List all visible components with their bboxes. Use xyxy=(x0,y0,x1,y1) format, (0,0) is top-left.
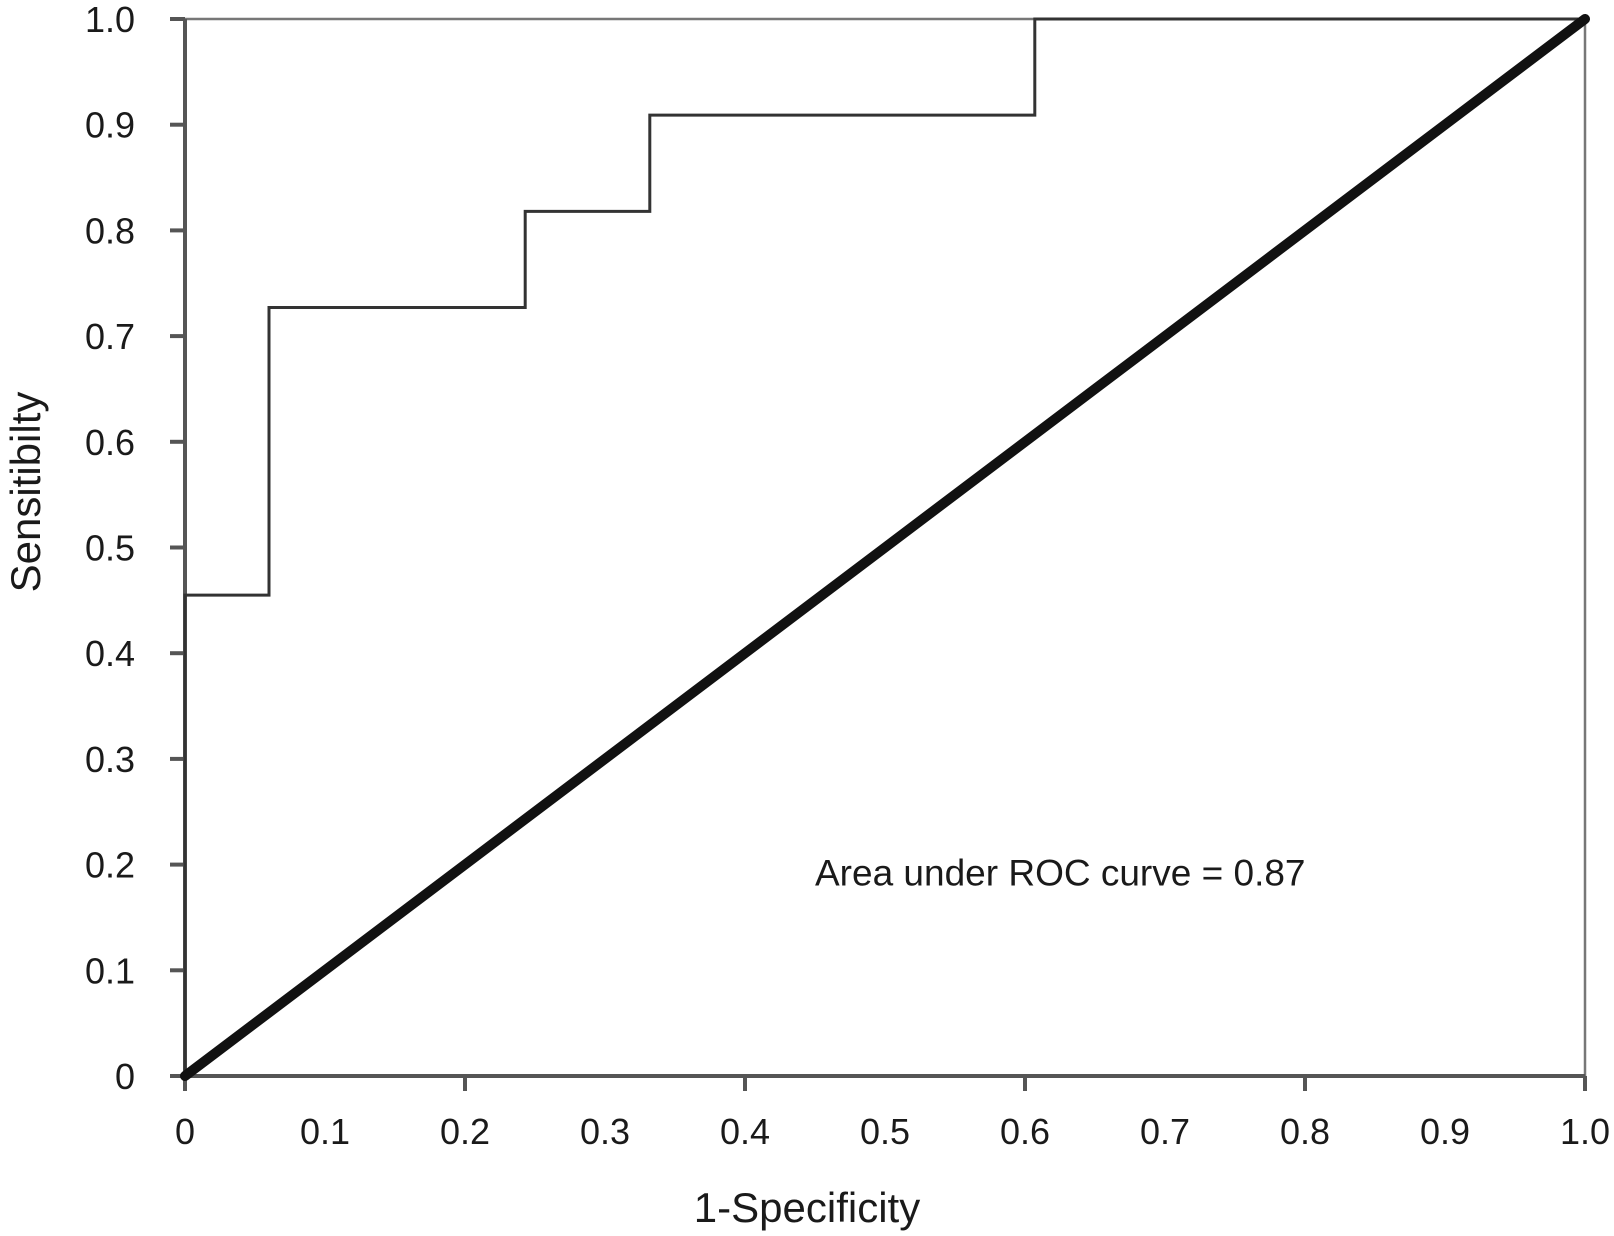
y-tick-label: 0.8 xyxy=(85,210,135,251)
x-tick-label: 0.9 xyxy=(1420,1111,1470,1152)
x-tick-label: 0.1 xyxy=(300,1111,350,1152)
x-tick-label: 0 xyxy=(175,1111,195,1152)
y-tick-label: 0.1 xyxy=(85,950,135,991)
auc-annotation: Area under ROC curve = 0.87 xyxy=(815,853,1306,894)
x-tick-label: 0.3 xyxy=(580,1111,630,1152)
x-tick-label: 0.5 xyxy=(860,1111,910,1152)
y-tick-label: 0 xyxy=(115,1056,135,1097)
y-tick-label: 0.6 xyxy=(85,422,135,463)
x-tick-label: 0.7 xyxy=(1140,1111,1190,1152)
y-tick-label: 0.3 xyxy=(85,739,135,780)
y-axis-label: Sensitibilty xyxy=(2,392,49,593)
x-tick-label: 0.2 xyxy=(440,1111,490,1152)
x-axis-label: 1-Specificity xyxy=(694,1184,920,1231)
x-tick-label: 0.4 xyxy=(720,1111,770,1152)
x-tick-label: 0.8 xyxy=(1280,1111,1330,1152)
roc-curve xyxy=(183,17,1587,1078)
x-tick-label: 0.6 xyxy=(1000,1111,1050,1152)
y-tick-label: 0.7 xyxy=(85,316,135,357)
x-tick-label: 1.0 xyxy=(1560,1111,1610,1152)
y-tick-label: 0.9 xyxy=(85,105,135,146)
y-tick-label: 0.2 xyxy=(85,845,135,886)
reference-diagonal-line xyxy=(180,14,1590,1081)
y-tick-label: 0.5 xyxy=(85,528,135,569)
y-tick-label: 1.0 xyxy=(85,0,135,40)
y-tick-label: 0.4 xyxy=(85,633,135,674)
